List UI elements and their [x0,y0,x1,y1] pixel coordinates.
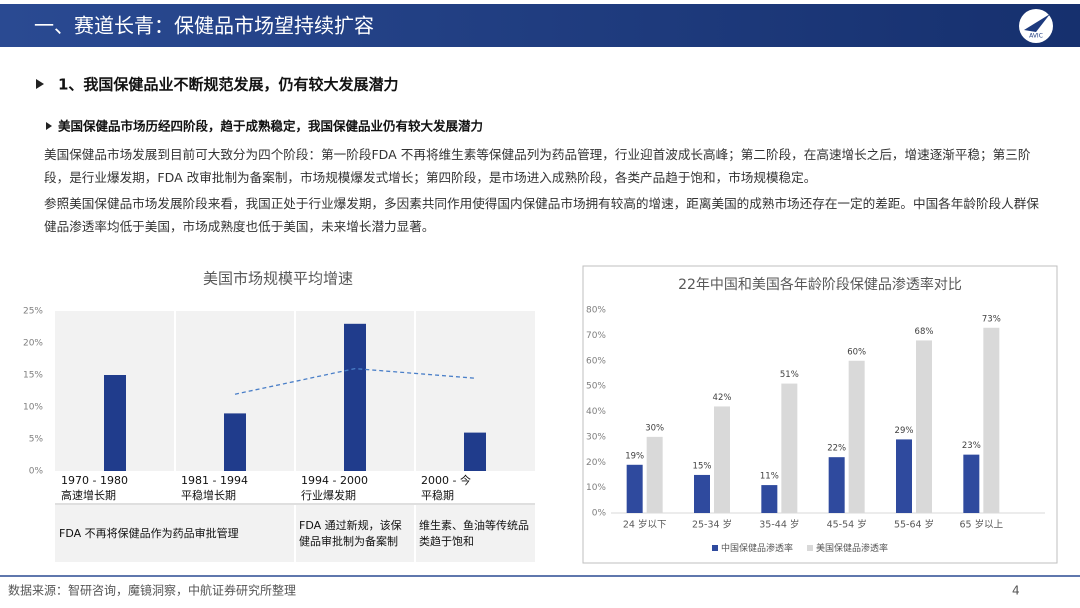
y-tick-label: 0% [29,467,44,477]
legend-label: 美国保健品渗透率 [816,542,888,554]
bullet-arrow [46,122,52,130]
bar [714,406,730,513]
note: 维生素、鱼油等传统品类趋于饱和 [419,518,529,548]
value-label: 68% [915,327,934,337]
value-label: 19% [625,451,644,461]
bar [896,439,912,513]
chart-title: 美国市场规模平均增速 [203,270,353,288]
bar [761,485,778,513]
bar [781,383,798,513]
bar [224,413,246,471]
value-label: 11% [760,472,779,482]
bullet-arrow [36,79,44,89]
value-label: 60% [847,347,866,357]
y-tick-label: 10% [586,483,606,493]
legend-swatch [712,545,718,551]
bar [828,457,845,513]
y-tick-label: 40% [586,407,606,417]
y-tick-label: 30% [586,432,606,442]
note: FDA 不再将保健品作为药品审批管理 [59,526,239,540]
bar [848,360,865,513]
y-tick-label: 10% [23,403,43,413]
legend-swatch [807,545,813,551]
y-tick-label: 80% [586,306,606,316]
value-label: 73% [982,314,1001,324]
page-number: 4 [1012,584,1020,598]
value-label: 30% [645,423,664,433]
y-tick-label: 20% [586,458,606,468]
bar [916,340,932,513]
x-tick-label: 65 岁以上 [960,519,1004,531]
footer-source: 数据来源：智研咨询，魔镜洞察，中航证券研究所整理 [8,583,296,598]
phase-label: 平稳期 [421,488,454,502]
note-cell: FDA 不再将保健品作为药品审批管理 [59,526,239,540]
x-tick-label: 1970 - 1980 [61,474,128,487]
x-tick-label: 35-44 岁 [759,519,799,531]
paragraphs: 美国保健品市场发展到目前可大致分为四个阶段：第一阶段FDA 不再将维生素等保健品… [44,147,1039,234]
x-tick-label: 24 岁以下 [623,519,667,531]
x-tick-label: 2000 - 今 [421,473,471,487]
header-title: 一、赛道长青：保健品市场望持续扩容 [34,14,374,38]
section-heading: 1、我国保健品业不断规范发展，仍有较大发展潜力 [58,76,398,94]
x-tick-label: 1981 - 1994 [181,474,248,487]
y-tick-label: 5% [29,435,44,445]
trend-line [234,367,476,395]
legend-label: 中国保健品渗透率 [721,542,793,554]
bar [626,464,643,513]
y-tick-label: 50% [586,382,606,392]
y-tick-label: 60% [586,356,606,366]
bar [464,432,486,471]
header-bar [0,4,1080,47]
subheading: 美国保健品市场历经四阶段，趋于成熟稳定，我国保健品业仍有较大发展潜力 [58,119,483,134]
y-tick-label: 0% [592,509,607,519]
value-label: 29% [895,426,914,436]
note-cell: FDA 通过新规，该保健品审批制为备案制 [299,518,402,548]
y-tick-label: 25% [23,307,43,317]
value-label: 23% [962,441,981,451]
bar [983,327,1000,513]
bar [646,436,663,513]
phase-label: 高速增长期 [61,488,116,502]
x-tick-label: 45-54 岁 [827,519,867,531]
x-tick-label: 25-34 岁 [692,519,732,531]
logo-text: AVIC [1029,33,1043,40]
y-tick-label: 15% [23,371,43,381]
value-label: 51% [780,370,799,380]
logo-plane [1024,14,1050,32]
y-tick-label: 70% [586,331,606,341]
bar [694,474,710,513]
x-tick-label: 1994 - 2000 [301,474,368,487]
bar [104,375,126,471]
paragraph: 参照美国保健品市场发展阶段来看，我国正处于行业爆发期，多因素共同作用使得国内保健… [44,196,1039,234]
value-label: 15% [693,461,712,471]
note: FDA 通过新规，该保健品审批制为备案制 [299,518,402,548]
value-label: 42% [713,393,732,403]
chart-frame [582,265,1058,564]
phase-label: 平稳增长期 [181,488,236,502]
phase-label: 行业爆发期 [301,488,356,502]
chart-title: 22年中国和美国各年龄阶段保健品渗透率对比 [678,276,962,293]
y-tick-label: 20% [23,339,43,349]
bar [344,323,366,471]
x-tick-label: 55-64 岁 [894,519,934,531]
note-cell: 维生素、鱼油等传统品类趋于饱和 [419,518,529,548]
paragraph: 美国保健品市场发展到目前可大致分为四个阶段：第一阶段FDA 不再将维生素等保健品… [44,147,1031,185]
value-label: 22% [827,444,846,454]
bar [963,454,980,513]
